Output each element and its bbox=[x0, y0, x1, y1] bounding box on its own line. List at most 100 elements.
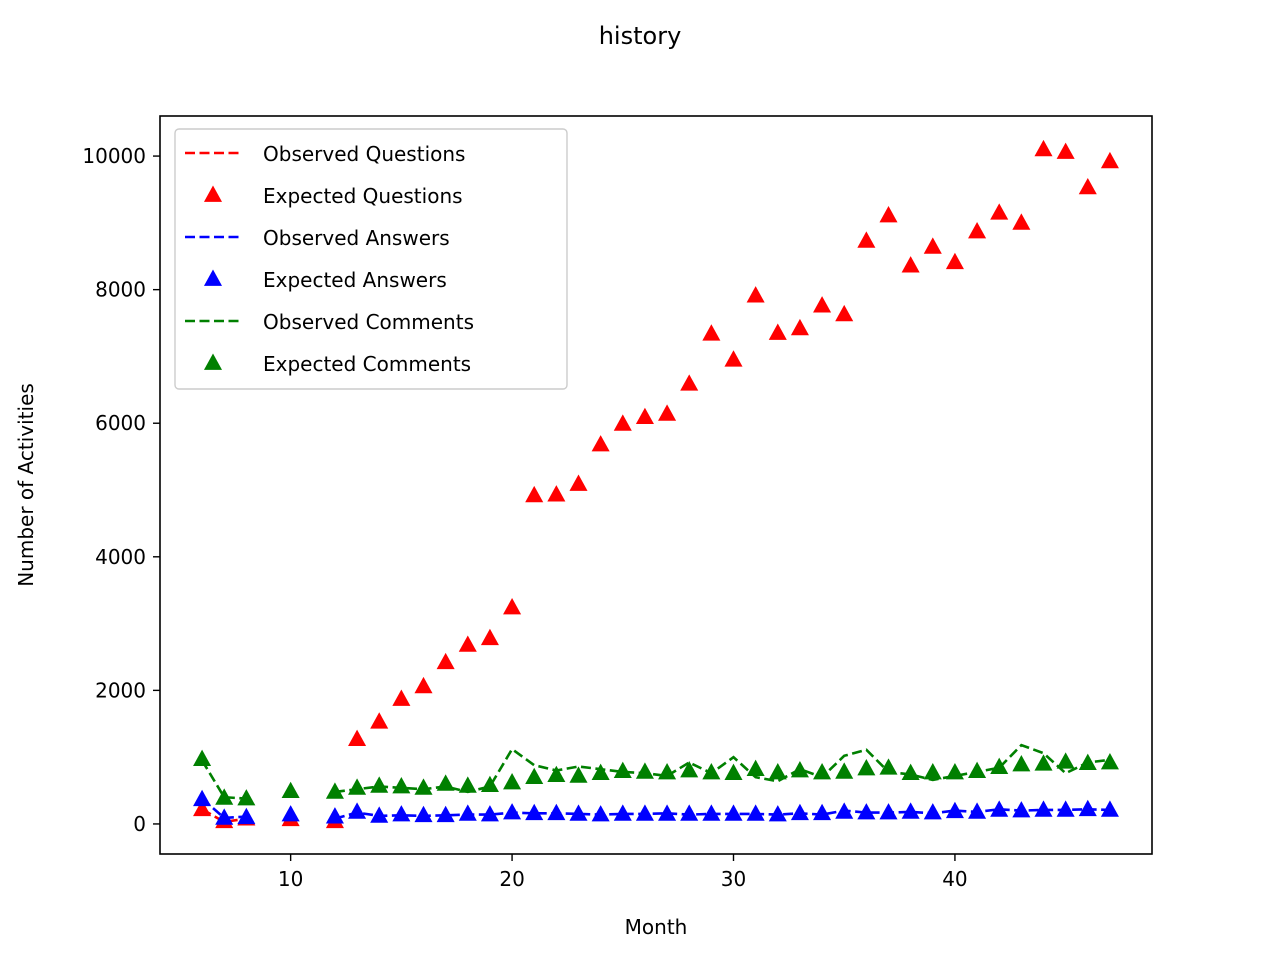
data-point bbox=[1078, 799, 1097, 817]
data-point bbox=[325, 807, 344, 824]
legend-item: Observed Questions bbox=[185, 142, 465, 166]
x-axis: 10 20 30 40 bbox=[278, 854, 968, 891]
data-point bbox=[680, 804, 699, 821]
legend: Observed Questions Expected Questions Obse… bbox=[174, 128, 568, 390]
data-point bbox=[835, 762, 854, 779]
data-point bbox=[215, 808, 234, 825]
y-tick-label: 10000 bbox=[82, 144, 146, 168]
data-point bbox=[237, 807, 256, 825]
data-point bbox=[525, 485, 544, 503]
data-point bbox=[370, 806, 389, 823]
data-point bbox=[1056, 142, 1075, 159]
data-point bbox=[901, 763, 920, 781]
data-point bbox=[879, 206, 898, 223]
legend-item: Expected Questions bbox=[203, 184, 463, 208]
legend-label: Observed Questions bbox=[263, 142, 465, 166]
data-point bbox=[680, 374, 699, 391]
data-point bbox=[813, 803, 832, 821]
legend-label: Expected Questions bbox=[263, 184, 463, 208]
data-point bbox=[547, 485, 566, 502]
data-point bbox=[591, 435, 610, 452]
data-point bbox=[613, 414, 632, 431]
data-point bbox=[569, 474, 588, 491]
y-tick-label: 8000 bbox=[95, 278, 146, 302]
data-point bbox=[945, 801, 964, 819]
data-point bbox=[790, 318, 809, 336]
legend-label: Observed Comments bbox=[263, 310, 474, 334]
legend-item: Expected Answers bbox=[203, 268, 447, 292]
data-point bbox=[635, 407, 654, 425]
data-point bbox=[635, 804, 654, 821]
legend-triangle-swatch bbox=[203, 185, 223, 202]
x-tick-label: 40 bbox=[942, 867, 967, 891]
data-point bbox=[503, 773, 522, 790]
data-point bbox=[990, 757, 1009, 775]
data-point bbox=[813, 763, 832, 780]
data-point bbox=[835, 802, 854, 819]
data-point bbox=[901, 256, 920, 273]
data-point bbox=[436, 652, 455, 670]
data-point bbox=[458, 776, 477, 793]
data-point bbox=[658, 804, 677, 821]
data-point bbox=[458, 635, 477, 652]
y-axis-label: Number of Activities bbox=[14, 383, 38, 587]
data-point bbox=[724, 804, 743, 821]
legend-label: Expected Comments bbox=[263, 352, 471, 376]
data-point bbox=[1100, 753, 1119, 770]
data-point bbox=[1100, 800, 1119, 817]
data-point bbox=[325, 782, 344, 799]
data-point bbox=[923, 803, 942, 820]
data-point bbox=[724, 763, 743, 781]
data-point bbox=[547, 765, 566, 783]
legend-box bbox=[174, 128, 568, 390]
data-point bbox=[436, 774, 455, 791]
series-expected-answers bbox=[193, 789, 1119, 825]
data-point bbox=[480, 805, 499, 822]
data-point bbox=[237, 789, 256, 806]
legend-triangle-swatch bbox=[203, 353, 223, 370]
data-point bbox=[348, 778, 367, 795]
data-point bbox=[348, 802, 367, 819]
data-point bbox=[857, 231, 876, 248]
plot-area bbox=[193, 139, 1119, 829]
data-point bbox=[857, 803, 876, 820]
legend-label: Observed Answers bbox=[263, 226, 450, 250]
data-point bbox=[790, 761, 809, 778]
data-point bbox=[370, 776, 389, 793]
data-point bbox=[525, 803, 544, 821]
data-point bbox=[968, 802, 987, 819]
legend-triangle-swatch bbox=[203, 269, 223, 286]
data-point bbox=[1034, 754, 1053, 771]
data-point bbox=[835, 304, 854, 322]
data-point bbox=[702, 804, 721, 821]
y-tick-label: 0 bbox=[133, 812, 146, 836]
data-point bbox=[968, 222, 987, 239]
data-point bbox=[1012, 755, 1031, 772]
data-point bbox=[613, 761, 632, 779]
data-point bbox=[547, 803, 566, 821]
data-point bbox=[370, 712, 389, 729]
y-axis: 0 2000 4000 6000 8000 10000 bbox=[82, 144, 160, 836]
data-point bbox=[746, 759, 765, 777]
data-point bbox=[857, 759, 876, 776]
data-point bbox=[879, 803, 898, 820]
axes-frame bbox=[159, 115, 1153, 855]
data-point bbox=[1056, 752, 1075, 769]
data-point bbox=[658, 763, 677, 780]
data-point bbox=[436, 805, 455, 823]
data-point bbox=[281, 805, 300, 822]
legend-label: Expected Answers bbox=[263, 268, 447, 292]
data-point bbox=[658, 404, 677, 421]
data-point bbox=[1100, 151, 1119, 169]
data-point bbox=[968, 761, 987, 779]
data-point bbox=[746, 286, 765, 303]
data-point bbox=[945, 252, 964, 270]
data-point bbox=[392, 805, 411, 822]
data-point bbox=[414, 676, 433, 694]
data-point bbox=[1056, 800, 1075, 817]
y-tick-label: 2000 bbox=[95, 678, 146, 702]
x-tick-label: 30 bbox=[721, 867, 746, 891]
data-point bbox=[1034, 139, 1053, 157]
legend-item: Observed Answers bbox=[185, 226, 450, 250]
